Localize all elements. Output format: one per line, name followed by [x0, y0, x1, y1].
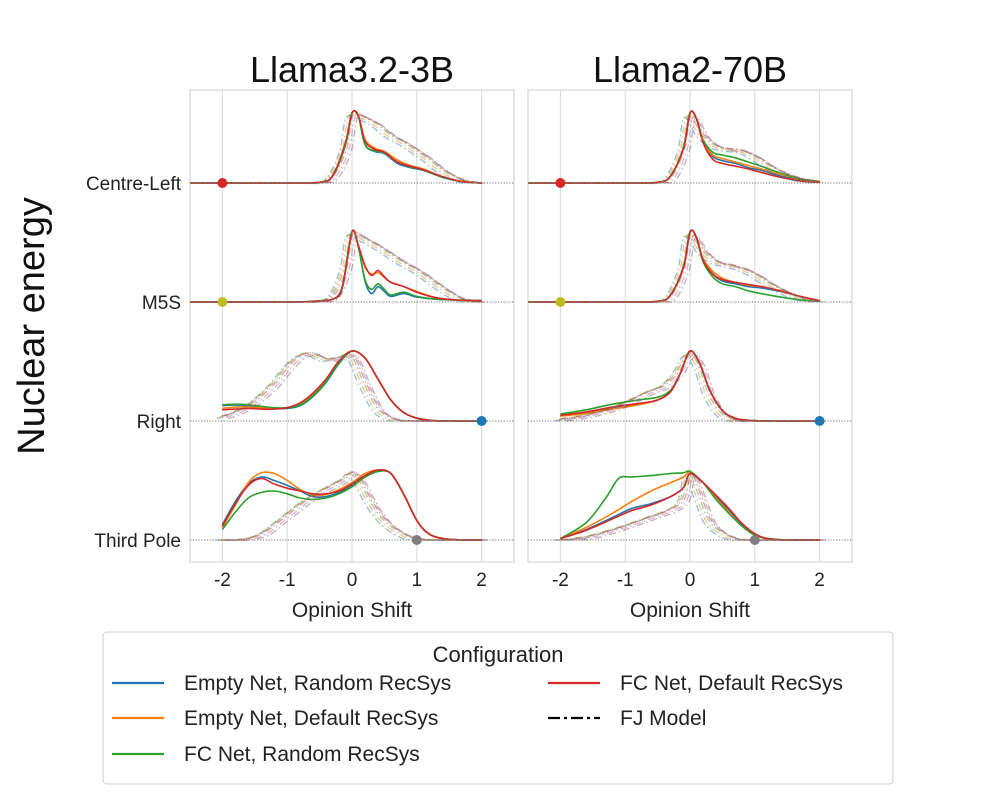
curve-llama3-2-3b-m5s-fc-net-random-recsys [189, 229, 482, 303]
fj-curve-llama3-2-3b-centre-left-5 [195, 114, 488, 185]
fj-curve-llama2-70b-right-1 [556, 353, 817, 423]
x-tick-label-llama3-2-3b-4: 2 [476, 570, 487, 591]
fj-curve-llama3-2-3b-third-pole-1 [218, 472, 479, 542]
legend-frame [102, 631, 894, 785]
fj-curve-llama2-70b-right-5 [566, 354, 826, 423]
x-axis-label-right: Opinion Shift [630, 599, 750, 622]
party-point-llama2-70b-m5s [555, 297, 566, 307]
curve-layer [189, 109, 826, 542]
x-tick-label-llama2-70b-0: -2 [552, 570, 569, 591]
x-tick-label-llama2-70b-4: 2 [814, 570, 825, 591]
panel-title-llama2: Llama2-70B [593, 49, 787, 90]
fj-curve-llama3-2-3b-right-2 [220, 352, 481, 422]
fj-curve-llama2-70b-m5s-3 [529, 232, 821, 303]
y-tick-label-centre-left: Centre-Left [86, 174, 182, 195]
fj-curve-llama2-70b-m5s-5 [533, 235, 826, 303]
party-point-llama3-2-3b-m5s [217, 297, 228, 307]
fj-curve-llama2-70b-centre-left-3 [529, 114, 821, 184]
fj-curve-llama2-70b-right-0 [554, 354, 814, 423]
y-tick-label-right: Right [137, 412, 182, 433]
fj-curve-llama3-2-3b-m5s-5 [195, 234, 488, 303]
party-point-llama2-70b-third-pole [749, 535, 760, 545]
party-point-llama3-2-3b-right [476, 416, 487, 426]
fj-curve-llama2-70b-m5s-1 [528, 234, 817, 304]
curve-llama2-70b-right-fc-net-default-recsys [560, 350, 820, 422]
fj-curve-llama3-2-3b-centre-left-4 [193, 113, 486, 185]
fj-curve-llama3-2-3b-m5s-3 [191, 231, 483, 303]
fj-curve-llama3-2-3b-right-5 [227, 354, 488, 422]
curve-llama2-70b-third-pole-fc-net-default-recsys [560, 472, 820, 541]
curve-llama3-2-3b-third-pole-fc-net-default-recsys [221, 469, 482, 541]
ytick-layer: Centre-Left M5S Right Third Pole [86, 174, 182, 552]
x-tick-label-llama3-2-3b-1: -1 [279, 570, 296, 591]
xtick-layer: -2 -1 0 1 2 -2 -1 0 1 2 [214, 570, 825, 591]
x-tick-label-llama3-2-3b-2: 0 [347, 570, 358, 591]
fj-curve-llama3-2-3b-m5s-4 [193, 232, 486, 304]
legend-label-empty-net-random-recsys: Empty Net, Random RecSys [184, 672, 451, 695]
fj-curve-llama3-2-3b-centre-left-3 [191, 112, 483, 184]
legend-label-empty-net-default-recsys: Empty Net, Default RecSys [184, 707, 438, 730]
x-tick-label-llama3-2-3b-3: 1 [412, 570, 423, 591]
x-tick-label-llama2-70b-2: 0 [685, 570, 696, 591]
curve-llama2-70b-centre-left-fc-net-default-recsys [527, 110, 820, 184]
legend-title: Configuration [433, 642, 564, 667]
fj-curve-llama3-2-3b-centre-left-0 [190, 114, 476, 185]
legend: Configuration Empty Net, Random RecSysEm… [102, 631, 894, 785]
y-axis-label: Nuclear energy [11, 197, 53, 455]
y-tick-label-m5s: M5S [142, 293, 181, 314]
fj-curve-llama3-2-3b-right-1 [218, 353, 479, 422]
fj-curve-llama2-70b-m5s-4 [531, 234, 824, 304]
fj-curve-llama2-70b-third-pole-1 [556, 474, 817, 541]
fj-curve-llama2-70b-centre-left-4 [531, 115, 824, 185]
fj-curve-llama3-2-3b-right-0 [216, 354, 476, 422]
fj-curve-llama2-70b-third-pole-2 [559, 473, 819, 541]
x-tick-label-llama2-70b-1: -1 [617, 570, 634, 591]
y-tick-label-third-pole: Third Pole [94, 531, 181, 552]
curve-llama3-2-3b-m5s-empty-net-default-recsys [189, 229, 482, 303]
x-tick-label-llama2-70b-3: 1 [750, 570, 761, 591]
fj-curve-llama3-2-3b-m5s-1 [190, 232, 479, 304]
party-point-llama2-70b-centre-left [555, 178, 566, 188]
curve-llama2-70b-m5s-fc-net-default-recsys [527, 229, 820, 303]
legend-entries: Empty Net, Random RecSys Empty Net, Defau… [112, 672, 843, 766]
party-point-llama3-2-3b-centre-left [217, 178, 228, 188]
fj-curve-llama2-70b-centre-left-0 [528, 116, 814, 184]
fj-curve-llama2-70b-right-4 [563, 353, 824, 423]
panel-title-llama3: Llama3.2-3B [250, 49, 454, 90]
fj-curve-llama2-70b-right-2 [559, 352, 819, 422]
curve-llama3-2-3b-right-fc-net-default-recsys [222, 350, 482, 422]
fj-curve-llama3-2-3b-third-pole-2 [221, 471, 481, 541]
fj-curve-llama2-70b-right-3 [561, 352, 821, 422]
point-layer [217, 178, 825, 545]
curve-llama3-2-3b-centre-left-fc-net-default-recsys [189, 109, 482, 184]
curve-llama3-2-3b-m5s-empty-net-random-recsys [189, 229, 482, 303]
legend-label-fc-net-random-recsys: FC Net, Random RecSys [184, 743, 420, 766]
party-point-llama3-2-3b-third-pole [411, 535, 422, 545]
fj-curve-llama3-2-3b-centre-left-2 [189, 112, 481, 184]
fj-curve-llama2-70b-m5s-2 [527, 232, 819, 303]
fj-curve-llama3-2-3b-centre-left-1 [190, 113, 479, 185]
fj-curve-llama2-70b-centre-left-2 [527, 114, 819, 184]
fj-curve-llama3-2-3b-third-pole-0 [216, 473, 476, 541]
fj-curve-llama3-2-3b-right-3 [223, 352, 483, 422]
x-tick-label-llama3-2-3b-0: -2 [214, 570, 231, 591]
fj-curve-llama2-70b-third-pole-4 [563, 474, 824, 541]
fj-curve-llama2-70b-centre-left-5 [533, 116, 826, 184]
legend-label-fj-model: FJ Model [620, 707, 706, 730]
fj-curve-llama2-70b-third-pole-0 [554, 475, 814, 542]
fj-curve-llama3-2-3b-right-4 [225, 353, 486, 422]
fj-curve-llama3-2-3b-m5s-0 [190, 234, 476, 303]
fj-curve-llama2-70b-m5s-0 [528, 235, 814, 303]
curve-llama3-2-3b-m5s-fc-net-default-recsys [189, 229, 482, 303]
fj-curve-llama2-70b-third-pole-3 [561, 473, 821, 541]
fj-curve-llama3-2-3b-m5s-2 [189, 231, 481, 303]
x-axis-label-left: Opinion Shift [292, 599, 412, 622]
fj-curve-llama2-70b-centre-left-1 [528, 115, 817, 185]
legend-label-fc-net-default-recsys: FC Net, Default RecSys [620, 672, 843, 695]
party-point-llama2-70b-right [814, 416, 825, 426]
